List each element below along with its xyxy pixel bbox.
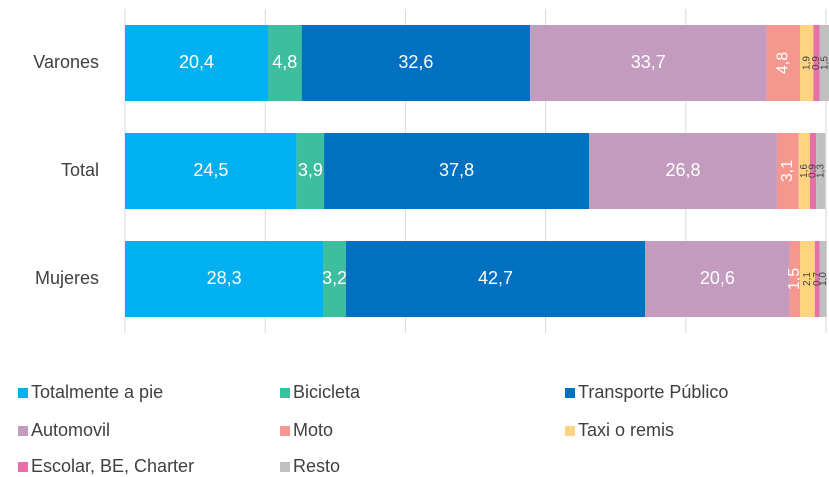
y-tick-label: Mujeres xyxy=(35,268,99,288)
data-label: 1,6 xyxy=(799,164,810,178)
bar-segment xyxy=(798,133,810,209)
data-label: 32,6 xyxy=(398,52,433,72)
legend-label: Totalmente a pie xyxy=(31,382,163,402)
legend-swatch xyxy=(565,388,575,398)
data-label: 0,7 xyxy=(812,272,823,286)
bar-segment xyxy=(809,133,817,209)
legend-swatch xyxy=(280,426,290,436)
legend-swatch xyxy=(280,462,290,472)
data-label: 42,7 xyxy=(478,268,513,288)
legend-label: Transporte Público xyxy=(578,382,728,402)
data-label: 4,8 xyxy=(774,52,791,74)
data-label: 1,3 xyxy=(815,164,826,178)
bar-segment xyxy=(645,241,790,317)
bar-segment xyxy=(589,133,777,209)
bar-segment xyxy=(800,241,815,317)
data-label: 20,6 xyxy=(700,268,735,288)
data-label: 0,9 xyxy=(808,164,819,178)
data-label: 1,5 xyxy=(786,268,803,290)
bar-segment xyxy=(816,133,826,209)
legend-swatch xyxy=(18,388,28,398)
bar-segment xyxy=(345,241,646,317)
data-label: 28,3 xyxy=(207,268,242,288)
data-label: 2,1 xyxy=(802,272,813,286)
legend-label: Resto xyxy=(293,456,340,476)
data-label: 24,5 xyxy=(193,160,228,180)
bar-segment xyxy=(268,25,302,101)
bar-segment xyxy=(814,241,820,317)
bar-segment xyxy=(789,241,801,317)
data-label: 37,8 xyxy=(439,160,474,180)
legend-label: Bicicleta xyxy=(293,382,361,402)
bar-segment xyxy=(819,25,829,101)
bar-segment xyxy=(776,133,799,209)
data-label: 1,0 xyxy=(818,272,829,286)
legend-label: Automovil xyxy=(31,420,110,440)
legend-label: Moto xyxy=(293,420,333,440)
bar-segment xyxy=(324,133,590,209)
bar-segment xyxy=(800,25,814,101)
legend-swatch xyxy=(280,388,290,398)
data-label: 20,4 xyxy=(179,52,214,72)
data-label: 1,5 xyxy=(820,56,829,70)
data-label: 3,9 xyxy=(298,160,323,180)
data-label: 33,7 xyxy=(631,52,666,72)
bar-segment xyxy=(296,133,325,209)
bar-segment xyxy=(125,133,297,209)
data-label: 26,8 xyxy=(665,160,700,180)
legend-swatch xyxy=(18,462,28,472)
bar-segment xyxy=(323,241,346,317)
bar-segment xyxy=(125,241,324,317)
bar-segment xyxy=(813,25,820,101)
bar-segment xyxy=(819,241,827,317)
bar-segment xyxy=(301,25,531,101)
legend-swatch xyxy=(565,426,575,436)
data-label: 4,8 xyxy=(272,52,297,72)
data-label: 0,9 xyxy=(811,56,822,70)
data-label: 1,9 xyxy=(801,56,812,70)
legend-label: Escolar, BE, Charter xyxy=(31,456,194,476)
bar-segment xyxy=(530,25,767,101)
data-label: 3,2 xyxy=(322,268,347,288)
legend-label: Taxi o remis xyxy=(578,420,674,440)
bar-segment xyxy=(766,25,801,101)
data-label: 3,1 xyxy=(779,160,796,182)
y-tick-label: Varones xyxy=(33,52,99,72)
y-tick-label: Total xyxy=(61,160,99,180)
legend-swatch xyxy=(18,426,28,436)
bar-segment xyxy=(125,25,269,101)
